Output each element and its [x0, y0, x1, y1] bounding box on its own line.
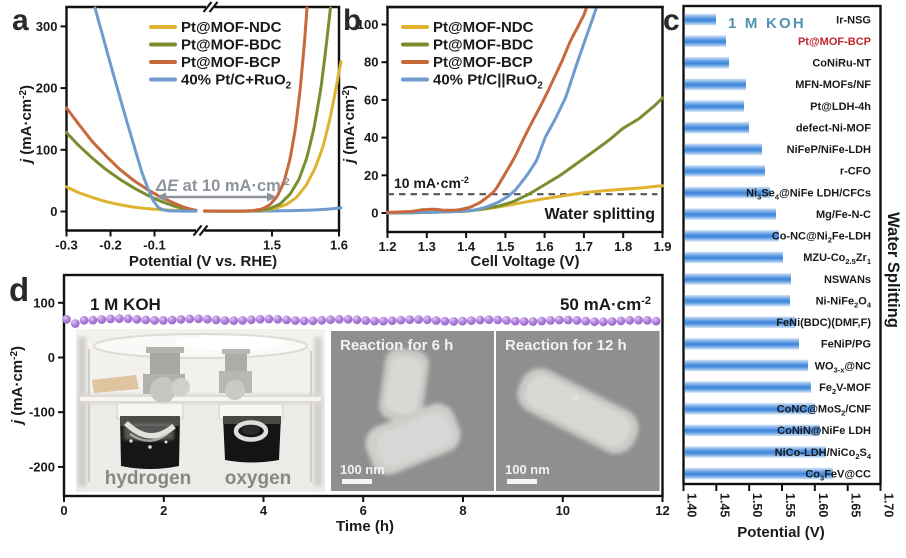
- svg-text:NiFeP/NiFe-LDH: NiFeP/NiFe-LDH: [787, 144, 871, 156]
- svg-text:40: 40: [364, 130, 378, 145]
- svg-text:100: 100: [357, 17, 379, 32]
- svg-text:CoNiN@NiFe LDH: CoNiN@NiFe LDH: [777, 425, 871, 437]
- svg-text:1.5: 1.5: [263, 238, 281, 253]
- svg-text:1.60: 1.60: [816, 493, 830, 517]
- svg-text:Water Splitting: Water Splitting: [884, 212, 902, 328]
- svg-text:1 M KOH: 1 M KOH: [90, 295, 161, 314]
- svg-text:1.9: 1.9: [653, 239, 671, 254]
- svg-text:Water splitting: Water splitting: [544, 206, 655, 223]
- svg-text:12: 12: [655, 503, 669, 518]
- svg-text:1.5: 1.5: [496, 239, 514, 254]
- svg-text:1.40: 1.40: [685, 493, 699, 517]
- svg-text:4: 4: [260, 503, 268, 518]
- svg-text:Ni3Se4@NiFe LDH/CFCs: Ni3Se4@NiFe LDH/CFCs: [746, 187, 871, 201]
- svg-text:MFN-MOFs/NF: MFN-MOFs/NF: [795, 79, 871, 91]
- svg-text:100 nm: 100 nm: [340, 462, 385, 477]
- svg-text:10 mA·cm-2: 10 mA·cm-2: [394, 175, 469, 191]
- svg-text:300: 300: [36, 19, 58, 34]
- svg-text:j (mA·cm-2): j (mA·cm-2): [341, 85, 358, 165]
- svg-text:r-CFO: r-CFO: [840, 166, 872, 178]
- svg-text:d: d: [9, 271, 29, 308]
- svg-text:40% Pt/C||RuO2: 40% Pt/C||RuO2: [433, 72, 543, 92]
- svg-text:MZU-Co2.5Zr1: MZU-Co2.5Zr1: [803, 252, 871, 266]
- svg-text:1.45: 1.45: [717, 493, 731, 517]
- svg-text:c: c: [663, 4, 680, 37]
- svg-text:oxygen: oxygen: [225, 468, 292, 489]
- svg-text:20: 20: [364, 168, 378, 183]
- svg-text:1 M KOH: 1 M KOH: [728, 15, 806, 32]
- svg-text:200: 200: [36, 81, 58, 96]
- svg-text:6: 6: [360, 503, 367, 518]
- svg-text:-0.1: -0.1: [143, 238, 165, 253]
- svg-text:50 mA·cm-2: 50 mA·cm-2: [560, 295, 651, 314]
- svg-text:60: 60: [364, 92, 378, 107]
- svg-text:0: 0: [50, 204, 57, 219]
- svg-text:Potential (V): Potential (V): [737, 524, 825, 541]
- svg-text:40% Pt/C+RuO2: 40% Pt/C+RuO2: [181, 72, 292, 92]
- svg-text:Fe2V-MOF: Fe2V-MOF: [819, 382, 871, 396]
- svg-text:Pt@MOF-NDC: Pt@MOF-NDC: [181, 19, 282, 36]
- svg-text:CoNC@MoS2/CNF: CoNC@MoS2/CNF: [777, 404, 872, 418]
- svg-text:1.50: 1.50: [750, 493, 764, 517]
- svg-text:ΔE at 10 mA·cm-2: ΔE at 10 mA·cm-2: [155, 177, 290, 195]
- svg-text:1.7: 1.7: [575, 239, 593, 254]
- svg-text:Pt@MOF-BDC: Pt@MOF-BDC: [181, 37, 282, 54]
- svg-text:b: b: [343, 4, 361, 37]
- svg-text:Pt@MOF-NDC: Pt@MOF-NDC: [433, 19, 534, 36]
- svg-text:j (mA·cm-2): j (mA·cm-2): [9, 346, 26, 426]
- svg-text:FeNiP/PG: FeNiP/PG: [821, 339, 871, 351]
- svg-text:Pt@MOF-BCP: Pt@MOF-BCP: [433, 54, 533, 71]
- svg-text:80: 80: [364, 55, 378, 70]
- svg-text:1.55: 1.55: [783, 493, 797, 517]
- svg-text:1.4: 1.4: [457, 239, 476, 254]
- svg-text:Ni-NiFe2O4: Ni-NiFe2O4: [816, 295, 872, 309]
- svg-text:1.65: 1.65: [849, 493, 863, 517]
- svg-text:100: 100: [33, 295, 55, 310]
- svg-text:Time (h): Time (h): [336, 518, 394, 535]
- svg-text:-0.2: -0.2: [99, 238, 121, 253]
- svg-text:1.2: 1.2: [378, 239, 396, 254]
- svg-text:0: 0: [60, 503, 67, 518]
- svg-text:0: 0: [371, 206, 378, 221]
- svg-text:0: 0: [48, 350, 55, 365]
- svg-text:Pt@MOF-BDC: Pt@MOF-BDC: [433, 37, 534, 54]
- svg-text:hydrogen: hydrogen: [105, 468, 192, 489]
- svg-text:1.6: 1.6: [330, 238, 348, 253]
- svg-text:Co-NC@Ni2Fe-LDH: Co-NC@Ni2Fe-LDH: [772, 231, 871, 245]
- svg-text:-200: -200: [29, 459, 55, 474]
- svg-text:Pt@MOF-BCP: Pt@MOF-BCP: [798, 36, 871, 48]
- svg-text:Pt@MOF-BCP: Pt@MOF-BCP: [181, 54, 281, 71]
- svg-text:1.3: 1.3: [418, 239, 436, 254]
- svg-text:100: 100: [36, 142, 58, 157]
- svg-text:WO3-x@NC: WO3-x@NC: [815, 360, 871, 374]
- svg-text:Ir-NSG: Ir-NSG: [836, 14, 871, 26]
- svg-text:Reaction for 12 h: Reaction for 12 h: [505, 337, 627, 354]
- svg-text:Reaction for 6 h: Reaction for 6 h: [340, 337, 453, 354]
- svg-text:j (mA·cm-2): j (mA·cm-2): [18, 85, 35, 165]
- svg-text:CoNiRu-NT: CoNiRu-NT: [812, 58, 871, 70]
- svg-text:NSWANs: NSWANs: [824, 274, 871, 286]
- svg-text:FeNi(BDC)(DMF,F): FeNi(BDC)(DMF,F): [776, 317, 871, 329]
- svg-text:1.6: 1.6: [536, 239, 554, 254]
- svg-text:2: 2: [160, 503, 167, 518]
- svg-text:8: 8: [459, 503, 466, 518]
- svg-text:a: a: [12, 4, 29, 37]
- svg-text:1.70: 1.70: [882, 493, 896, 517]
- svg-text:1.8: 1.8: [614, 239, 632, 254]
- svg-text:-100: -100: [29, 405, 55, 420]
- svg-text:Mg/Fe-N-C: Mg/Fe-N-C: [816, 209, 871, 221]
- svg-text:Cell Voltage (V): Cell Voltage (V): [471, 253, 580, 270]
- svg-text:10: 10: [556, 503, 570, 518]
- svg-text:Co3FeV@CC: Co3FeV@CC: [805, 468, 871, 482]
- svg-text:-0.3: -0.3: [55, 238, 77, 253]
- svg-text:defect-Ni-MOF: defect-Ni-MOF: [796, 123, 871, 135]
- svg-text:Pt@LDH-4h: Pt@LDH-4h: [810, 101, 871, 113]
- svg-text:100 nm: 100 nm: [505, 462, 550, 477]
- svg-text:Potential (V vs. RHE): Potential (V vs. RHE): [129, 253, 277, 270]
